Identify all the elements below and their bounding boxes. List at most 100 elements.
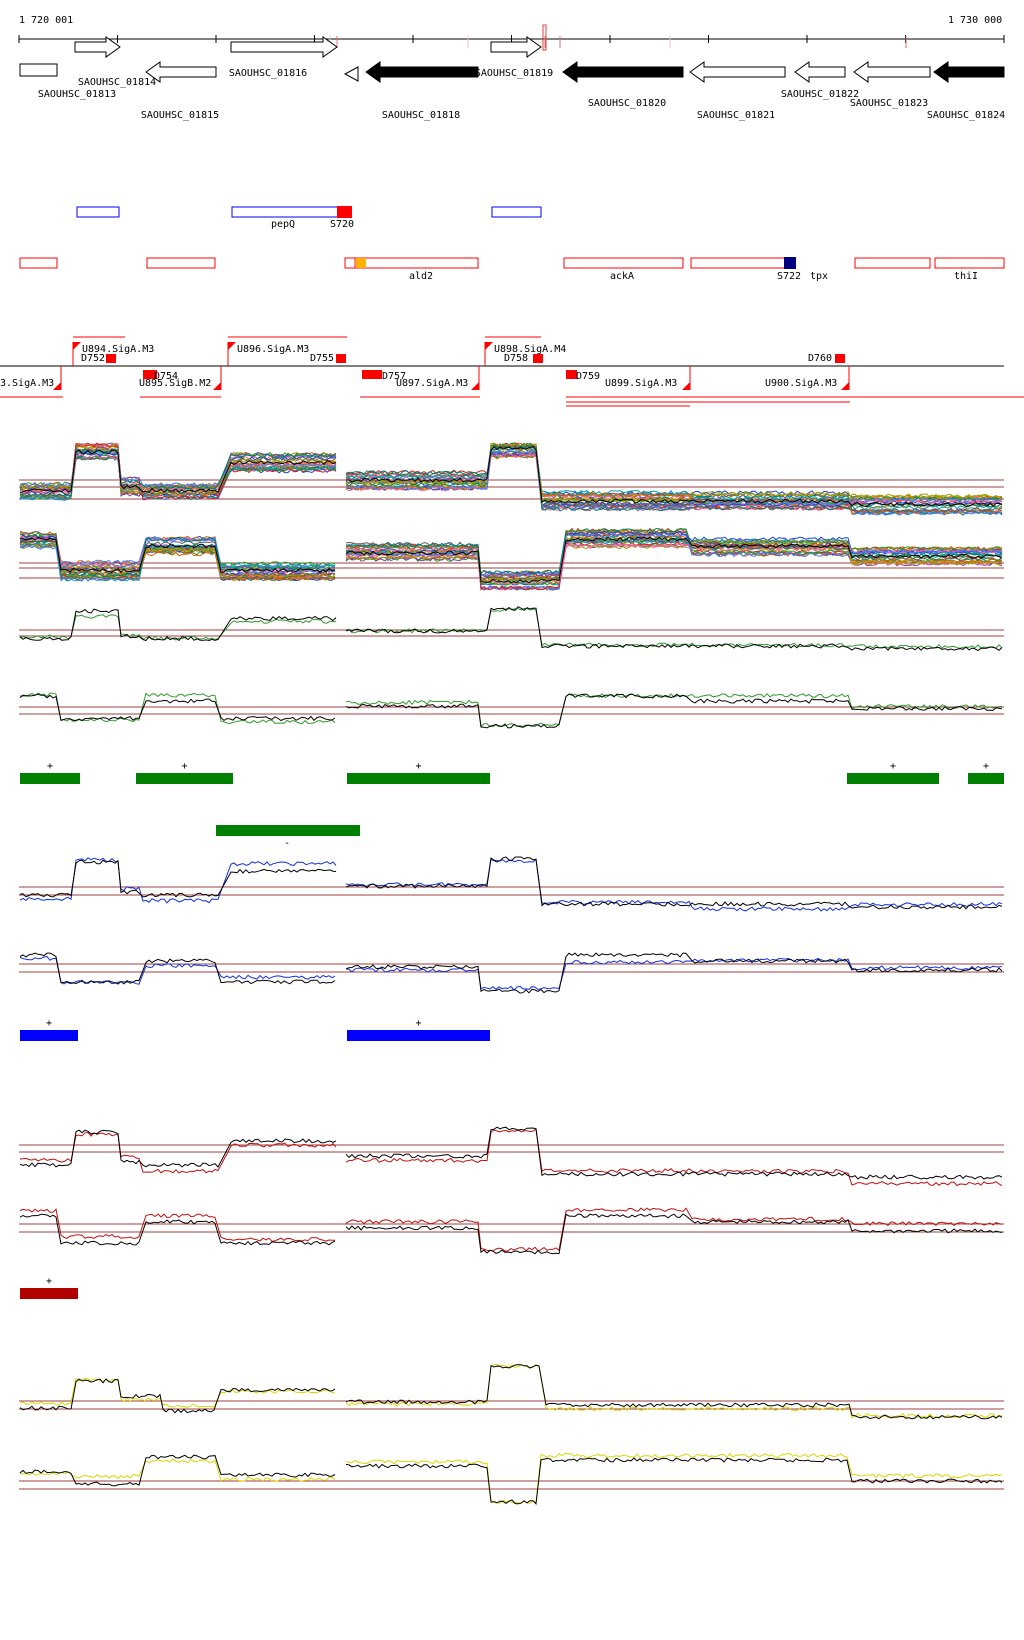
minus-feature-box — [146, 257, 216, 269]
terminator-label: D755 — [310, 353, 334, 364]
terminator-box — [835, 354, 845, 363]
expression-line — [19, 531, 336, 581]
gene-arrow-icon — [74, 36, 121, 58]
segment-bar — [136, 773, 233, 784]
gene-arrow-icon — [343, 66, 359, 82]
green-segments: + + + + + — [20, 761, 1004, 784]
gene-SAOUHSC_01824: SAOUHSC_01824 — [927, 61, 1005, 121]
terminator-box — [106, 354, 116, 363]
expression-line — [345, 532, 1003, 577]
expression-line — [345, 454, 1003, 515]
promoter-label: U898.SigA.M4 — [494, 344, 566, 355]
gene-arrow-icon — [933, 61, 1005, 83]
promoter-label: U897.SigA.M3 — [396, 378, 468, 389]
segment-strand-label: + — [46, 1018, 52, 1029]
segment-bar — [347, 1030, 490, 1041]
expression-line-black — [345, 1457, 1003, 1506]
minus-feature-box — [690, 257, 786, 269]
segment-bar — [216, 825, 360, 836]
gene-SAOUHSC_01822: SAOUHSC_01822 — [781, 61, 859, 100]
plus-feature-box — [76, 206, 120, 218]
segment-bar — [968, 773, 1004, 784]
blue-upper-panel — [19, 856, 1004, 912]
gene-SAOUHSC_01818: SAOUHSC_01818 — [365, 61, 479, 121]
terminator-label: D757 — [382, 371, 406, 382]
expression-line — [345, 957, 1003, 991]
expression-line — [19, 450, 337, 488]
expression-line — [19, 544, 336, 579]
expression-line-black — [345, 856, 1003, 910]
expression-line — [345, 445, 1003, 503]
feature-label-ald2: ald2 — [409, 271, 433, 282]
segment-strand-label: + — [890, 761, 896, 772]
minus-feature-marker — [356, 258, 366, 268]
expression-line-black — [345, 606, 1003, 652]
gene-arrow-icon — [19, 63, 58, 77]
gene-SAOUHSC_01820: SAOUHSC_01820 — [562, 61, 684, 109]
segment-strand-label: + — [415, 761, 421, 772]
expression-line — [345, 539, 1003, 581]
segment-bar — [20, 773, 80, 784]
promoter-flag-icon — [471, 382, 479, 390]
expression-line — [345, 450, 1003, 513]
feature-label-tpx: tpx — [810, 271, 828, 282]
expression-line — [19, 1377, 336, 1408]
yellow-upper-panel — [19, 1364, 1004, 1420]
promoter-label: U899.SigA.M3 — [605, 378, 677, 389]
expression-line — [345, 607, 1003, 649]
start-coordinate: 1 720 001 — [19, 15, 73, 26]
minus-feature-box — [854, 257, 931, 269]
expression-line-black — [19, 1129, 337, 1168]
promoter-flag-icon — [228, 342, 236, 350]
promoter-flag-icon — [213, 382, 221, 390]
red-segments: + — [20, 1276, 78, 1299]
gene-label: SAOUHSC_01820 — [588, 98, 666, 109]
gene-arrow-icon — [794, 61, 846, 83]
blue-lower-panel — [19, 952, 1004, 994]
expression-line-black — [19, 1454, 336, 1487]
gene-label: SAOUHSC_01819 — [475, 68, 553, 79]
feature-label-S720: S720 — [330, 219, 354, 230]
expression-line — [19, 442, 337, 493]
ruler-ticks — [18, 24, 1005, 51]
promoter-label: 3.SigA.M3 — [0, 378, 54, 389]
gene-arrow-icon — [562, 61, 684, 83]
gene-label: SAOUHSC_01818 — [382, 110, 460, 121]
expression-line — [19, 1458, 336, 1482]
gene-SAOUHSC_01816: SAOUHSC_01816 — [229, 36, 338, 79]
gene-arrow-icon — [365, 61, 479, 83]
terminator-box — [362, 370, 373, 379]
expression-line — [19, 1131, 337, 1174]
expression-line-black — [345, 446, 1003, 508]
terminator-label: D758 — [504, 353, 528, 364]
gene-SAOUHSC_01823: SAOUHSC_01823 — [850, 61, 931, 109]
expression-line — [345, 1452, 1003, 1504]
expression-line — [345, 1207, 1003, 1252]
expression-line — [19, 542, 336, 569]
segment-bar — [20, 1288, 78, 1299]
minus-feature-box — [563, 257, 684, 269]
coordinate-ruler: 1 720 001 1 730 000 — [18, 15, 1005, 51]
red-lower-panel — [19, 1207, 1004, 1255]
expression-line-black — [19, 1213, 336, 1246]
green-upper-panel — [19, 606, 1004, 652]
plus-feature-marker — [337, 206, 352, 218]
terminator-box — [153, 370, 157, 379]
terminator-box — [533, 354, 543, 363]
terminator-box — [336, 354, 346, 363]
gene-arrow-icon — [145, 61, 217, 83]
multi-sample-upper-panel — [19, 442, 1004, 516]
gene-arrow-icon — [853, 61, 931, 83]
ruler-marker — [542, 24, 547, 51]
expression-line-black — [345, 1364, 1003, 1420]
terminator-label: D760 — [808, 353, 832, 364]
expression-line — [19, 449, 337, 494]
gene-arrow-icon — [689, 61, 786, 83]
gene-label: SAOUHSC_01823 — [850, 98, 928, 109]
feature-label-pepQ: pepQ — [271, 219, 295, 230]
expression-line-black — [19, 449, 337, 494]
segment-strand-label: + — [47, 761, 53, 772]
promoter-flag-icon — [841, 382, 849, 390]
